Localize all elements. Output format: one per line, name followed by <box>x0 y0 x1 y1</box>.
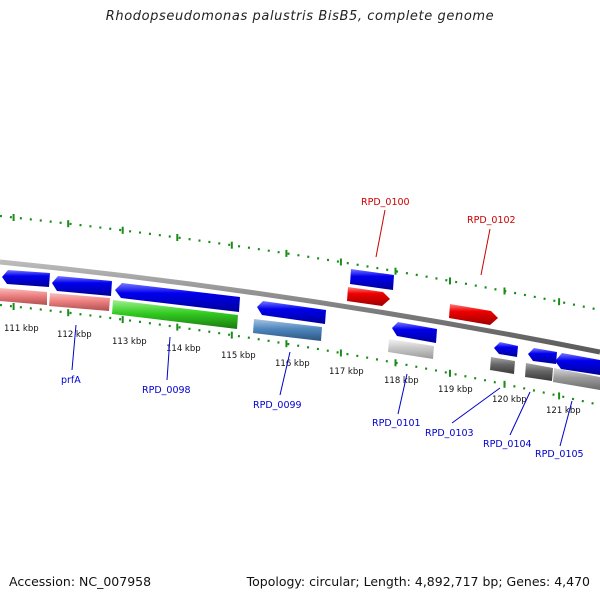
cds-feature-arrow <box>2 270 50 287</box>
outer-major-ticks <box>12 214 561 306</box>
feature-bar <box>112 300 238 329</box>
outer-scale-ring <box>0 214 600 312</box>
forward-strand-features <box>2 269 600 375</box>
feature-bar <box>0 288 47 305</box>
gene-leader-lines <box>71 209 573 447</box>
scale-label: 118 kbp <box>384 376 419 386</box>
feature-bar <box>553 368 600 390</box>
cds-feature-arrow <box>350 269 394 290</box>
cds-feature-arrow <box>494 342 518 357</box>
rna-feature-arrow <box>449 304 498 325</box>
reverse-strand-features <box>0 288 600 390</box>
cds-feature-arrow <box>528 348 557 364</box>
scale-label: 117 kbp <box>329 367 364 377</box>
gene-label-rpd-0104: RPD_0104 <box>483 439 532 450</box>
cds-feature-arrow <box>52 276 112 296</box>
map-title: Rhodopseudomonas palustris BisB5, comple… <box>105 9 495 24</box>
scale-label: 114 kbp <box>166 344 201 354</box>
rna-feature-arrow <box>347 287 390 306</box>
cds-feature-arrow <box>257 301 326 324</box>
scale-label: 113 kbp <box>112 337 147 347</box>
feature-bar <box>490 357 515 374</box>
scale-label: 120 kbp <box>492 395 527 405</box>
scale-label: 121 kbp <box>546 406 581 416</box>
gene-label-rpd-0103: RPD_0103 <box>425 428 474 439</box>
cds-feature-arrow <box>555 353 600 375</box>
feature-bar <box>525 363 553 381</box>
inner-major-ticks <box>12 303 561 400</box>
scale-label: 116 kbp <box>275 359 310 369</box>
gene-label-rpd-0099: RPD_0099 <box>253 400 302 411</box>
cds-feature-arrow <box>115 283 240 312</box>
gene-label-prfa: prfA <box>61 375 81 386</box>
feature-bar <box>253 319 322 341</box>
cds-feature-arrow <box>392 322 437 343</box>
scale-label: 119 kbp <box>438 385 473 395</box>
gene-label-rpd-0101: RPD_0101 <box>372 418 421 429</box>
gene-label-rpd-0098: RPD_0098 <box>142 385 191 396</box>
genome-summary-text: Topology: circular; Length: 4,892,717 bp… <box>246 574 590 589</box>
feature-bar <box>49 293 110 311</box>
scale-label: 111 kbp <box>4 324 39 334</box>
scale-label: 115 kbp <box>221 351 256 361</box>
accession-text: Accession: NC_007958 <box>9 574 152 589</box>
genome-backbone <box>0 259 600 355</box>
gene-label-rpd-0102: RPD_0102 <box>467 215 516 226</box>
gene-label-rpd-0105: RPD_0105 <box>535 449 584 460</box>
feature-bar <box>388 339 434 359</box>
scale-label: 112 kbp <box>57 330 92 340</box>
gene-labels: prfA RPD_0098 RPD_0099 RPD_0101 RPD_0103… <box>61 197 584 460</box>
gene-label-rpd-0100: RPD_0100 <box>361 197 410 208</box>
scale-labels: 111 kbp 112 kbp 113 kbp 114 kbp 115 kbp … <box>4 324 581 416</box>
